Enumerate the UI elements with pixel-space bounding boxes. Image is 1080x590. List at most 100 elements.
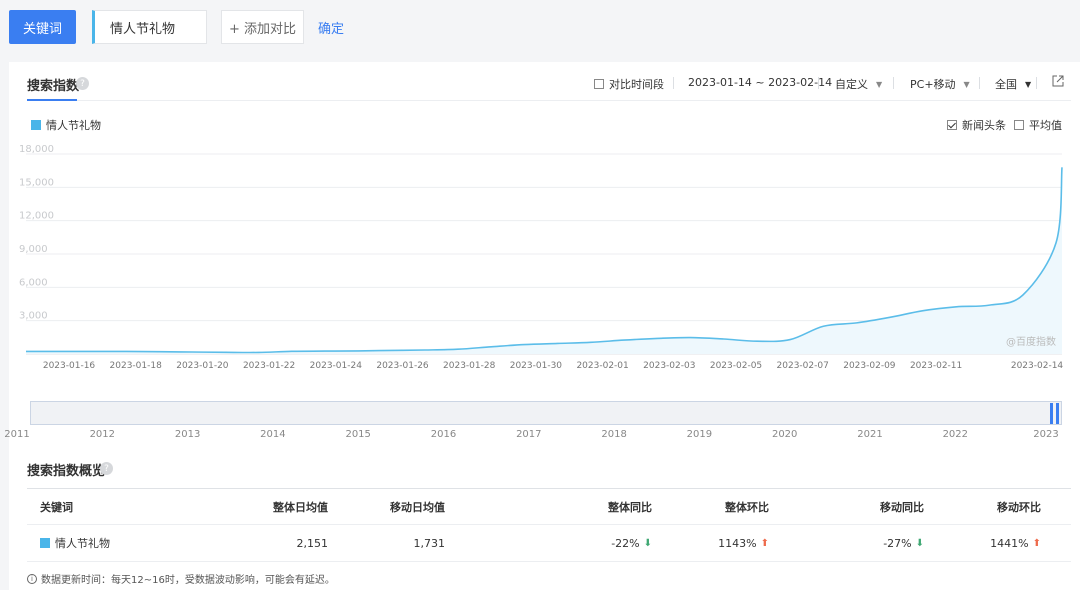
x-tick-label: 2023-01-20 [176, 361, 229, 371]
device-label: PC+移动 [910, 78, 956, 91]
help-icon[interactable]: ? [76, 77, 89, 90]
x-tick-label: 2023-02-14 [1011, 361, 1064, 371]
panel-title: 搜索指数 [27, 79, 80, 94]
checkbox-icon [1014, 120, 1024, 130]
divider [1036, 77, 1037, 89]
y-tick-label: 12,000 [19, 211, 54, 222]
x-tick-label: 2023-02-07 [777, 361, 829, 371]
date-range-label: 2023-01-14 ~ 2023-02-14 [688, 76, 833, 89]
divider [818, 77, 819, 89]
search-index-panel: 搜索指数 ? 对比时间段 2023-01-14 ~ 2023-02-14 自定义… [4, 62, 1080, 590]
custom-label: 自定义 [835, 78, 868, 91]
x-tick-label: 2023-02-09 [843, 361, 896, 371]
header-keyword: 关键词 [40, 500, 73, 514]
timeline-year-label: 2013 [174, 429, 201, 440]
x-tick-label: 2023-01-16 [43, 361, 96, 371]
share-icon[interactable] [1052, 75, 1064, 87]
timeline-year-label: 2015 [345, 429, 371, 440]
x-tick-label: 2023-02-03 [643, 361, 695, 371]
confirm-button[interactable]: 确定 [318, 22, 345, 37]
arrow-up-icon: ⬆ [1032, 537, 1041, 549]
overall-mom-value: 1143% [718, 536, 757, 550]
y-tick-label: 3,000 [19, 311, 48, 322]
x-tick-label: 2023-02-11 [910, 361, 962, 371]
caret-down-icon: ▼ [963, 79, 970, 89]
custom-dropdown[interactable]: 自定义 ▼ [835, 76, 882, 92]
keyword-input[interactable]: 情人节礼物 [92, 10, 207, 44]
checkbox-icon [594, 79, 604, 89]
news-headlines-toggle[interactable]: 新闻头条 [947, 117, 1006, 133]
timeline-year-label: 2017 [516, 429, 542, 440]
legend-swatch [31, 120, 41, 130]
active-tab-underline [27, 99, 77, 101]
timeline-year-label: 2023 [1033, 429, 1059, 440]
footnote: i 数据更新时间：每天12~16时，受数据波动影响，可能会有延迟。 [27, 571, 335, 586]
average-toggle[interactable]: 平均值 [1014, 117, 1062, 133]
overall-yoy-value: -22% [611, 536, 640, 550]
x-tick-label: 2023-01-28 [443, 361, 496, 371]
region-dropdown[interactable]: 全国 ▼ [995, 76, 1031, 92]
divider [979, 77, 980, 89]
arrow-down-icon: ⬇ [915, 537, 924, 549]
timeline-end-handle[interactable] [1056, 403, 1059, 424]
timeline-start-handle[interactable] [1050, 403, 1053, 424]
timeline-year-label: 2011 [4, 429, 30, 440]
mobile-mom-value: 1441% [990, 536, 1029, 550]
timeline-year-label: 2018 [601, 429, 627, 440]
mobile-mom-cell: 1441% ⬆ [990, 525, 1041, 561]
timeline-year-label: 2022 [942, 429, 969, 440]
footnote-text: 数据更新时间：每天12~16时，受数据波动影响，可能会有延迟。 [41, 575, 335, 586]
divider [673, 77, 674, 89]
x-tick-label: 2023-01-18 [110, 361, 163, 371]
x-tick-label: 2023-01-26 [376, 361, 429, 371]
y-tick-label: 18,000 [19, 144, 54, 155]
arrow-up-icon: ⬆ [760, 537, 769, 549]
keyword-button[interactable]: 关键词 [9, 10, 76, 44]
search-index-chart[interactable]: 3,000 6,000 9,000 12,000 15,000 18,000 2023-01… [9, 142, 1080, 382]
date-range[interactable]: 2023-01-14 ~ 2023-02-14 [688, 76, 832, 89]
divider [893, 77, 894, 89]
mobile-yoy-cell: -27% ⬇ [883, 525, 924, 561]
y-tick-label: 6,000 [19, 277, 48, 288]
timeline-years: 2011 2012 2013 2014 2015 2016 2017 2018 2019 2020… [4, 429, 1080, 443]
table-row: 情人节礼物 2,151 1,731 -22% ⬇ 1143% ⬆ -27% ⬇ … [27, 525, 1071, 562]
header-overall-mom: 整体环比 [725, 500, 769, 514]
chart-legend[interactable]: 情人节礼物 [31, 117, 101, 133]
series-area [26, 167, 1062, 354]
checkbox-checked-icon [947, 120, 957, 130]
caret-down-icon: ▼ [876, 79, 883, 89]
x-tick-label: 2023-01-22 [243, 361, 295, 371]
watermark: @百度指数 [1006, 335, 1056, 348]
overall-yoy-cell: -22% ⬇ [611, 525, 652, 561]
legend-swatch [40, 538, 50, 548]
add-compare-button[interactable]: + 添加对比 [221, 10, 304, 44]
row-keyword: 情人节礼物 [40, 525, 110, 561]
arrow-down-icon: ⬇ [643, 537, 652, 549]
legend-label: 情人节礼物 [46, 119, 101, 132]
info-icon: i [27, 573, 37, 584]
timeline-year-label: 2012 [89, 429, 116, 440]
average-label: 平均值 [1029, 119, 1062, 132]
overview-title: 搜索指数概览 [27, 464, 106, 479]
header-overall-avg: 整体日均值 [273, 500, 328, 514]
table-header: 关键词 整体日均值 移动日均值 整体同比 整体环比 移动同比 移动环比 [27, 488, 1071, 525]
x-tick-label: 2023-02-01 [576, 361, 628, 371]
compare-period-label: 对比时间段 [609, 78, 664, 91]
header-mobile-mom: 移动环比 [997, 500, 1041, 514]
help-icon[interactable]: ? [100, 462, 113, 475]
header-overall-yoy: 整体同比 [608, 500, 652, 514]
overview-table: 关键词 整体日均值 移动日均值 整体同比 整体环比 移动同比 移动环比 情人节礼… [27, 488, 1071, 562]
overall-avg-value: 2,151 [296, 536, 329, 550]
compare-period-toggle[interactable]: 对比时间段 [594, 76, 664, 92]
row-keyword-label: 情人节礼物 [55, 537, 110, 550]
timeline-year-label: 2014 [260, 429, 286, 440]
timeline-slider[interactable] [30, 401, 1062, 425]
timeline-year-label: 2016 [430, 429, 457, 440]
device-dropdown[interactable]: PC+移动 ▼ [910, 76, 970, 92]
timeline-year-label: 2021 [857, 429, 883, 440]
series-line [26, 167, 1063, 354]
timeline-year-label: 2020 [771, 429, 798, 440]
y-tick-label: 15,000 [19, 177, 54, 188]
x-tick-label: 2023-02-05 [710, 361, 762, 371]
caret-down-icon: ▼ [1025, 79, 1032, 89]
